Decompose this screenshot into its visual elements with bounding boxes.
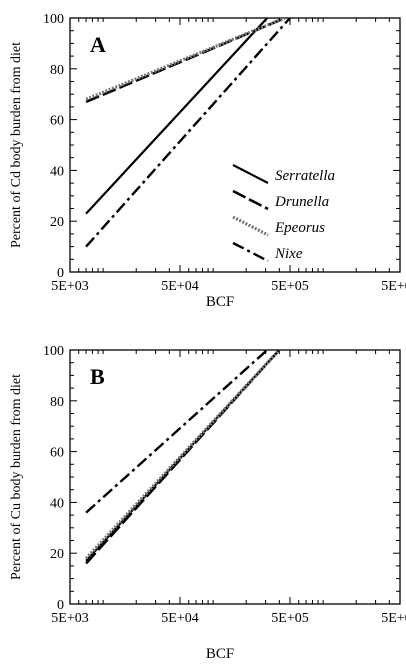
plot-frame xyxy=(69,349,401,605)
x-tick-label: 5E+03 xyxy=(51,611,88,626)
legend-swatch-epeorus xyxy=(232,215,269,237)
panel-label: A xyxy=(90,32,106,57)
x-tick-label: 5E+05 xyxy=(271,611,308,626)
series-line-nixe xyxy=(85,350,269,514)
y-tick-label: 80 xyxy=(50,395,64,410)
legend-swatch-nixe xyxy=(232,241,269,263)
x-tick-label: 5E+06 xyxy=(381,611,406,626)
y-axis-label: Percent of Cd body burden from diet xyxy=(9,42,24,248)
y-tick-label: 40 xyxy=(50,164,64,179)
y-tick-label: 20 xyxy=(50,547,64,562)
y-tick-label: 40 xyxy=(50,496,64,511)
panel-a-cd: 0 20 40 60 80 100 5E+03 5E+04 5E+05 5E+06 A BCF Perc… xyxy=(9,12,406,310)
y-tick-label: 0 xyxy=(57,266,64,281)
x-axis-label: BCF xyxy=(206,646,234,662)
plot-frame xyxy=(69,17,401,273)
panel-b-cu: 0 20 40 60 80 100 5E+03 5E+04 5E+05 5E+06 B BCF Perc… xyxy=(9,344,406,662)
legend-swatch-serratella xyxy=(232,164,269,184)
panel-label: B xyxy=(90,364,105,389)
y-tick-label: 80 xyxy=(50,63,64,78)
x-tick-label: 5E+03 xyxy=(51,279,88,294)
y-tick-label: 0 xyxy=(57,598,64,613)
series-line-epeorus xyxy=(84,350,281,560)
y-tick-label: 60 xyxy=(50,114,64,129)
x-tick-label: 5E+04 xyxy=(161,279,198,294)
legend-label-epeorus: Epeorus xyxy=(274,220,325,236)
y-tick-label: 20 xyxy=(50,215,64,230)
x-tick-label: 5E+05 xyxy=(271,279,308,294)
legend-label-drunella: Drunella xyxy=(274,194,329,210)
legend-swatch-drunella xyxy=(232,189,269,211)
series-line-serratella xyxy=(85,18,269,215)
y-tick-label: 100 xyxy=(43,12,64,27)
x-tick-label: 5E+06 xyxy=(381,279,406,294)
legend: Serratella Drunella Epeorus Nixe xyxy=(232,164,335,263)
legend-label-nixe: Nixe xyxy=(274,246,303,262)
y-tick-label: 60 xyxy=(50,446,64,461)
series-line-nixe xyxy=(85,18,291,248)
y-tick-label: 100 xyxy=(43,344,64,359)
series-line-epeorus xyxy=(85,18,286,101)
series-group xyxy=(85,18,291,248)
x-axis-label: BCF xyxy=(206,294,234,310)
x-tick-label: 5E+04 xyxy=(161,611,198,626)
series-group xyxy=(84,350,281,565)
legend-label-serratella: Serratella xyxy=(275,168,335,184)
y-axis-label: Percent of Cu body burden from diet xyxy=(9,374,24,580)
